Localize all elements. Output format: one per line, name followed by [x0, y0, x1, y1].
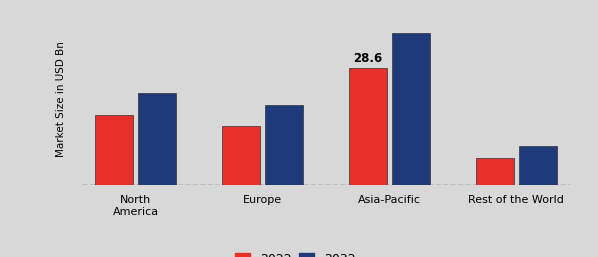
Bar — [95, 115, 133, 185]
Legend: 2022, 2032: 2022, 2032 — [233, 250, 358, 257]
Text: 28.6: 28.6 — [353, 52, 383, 65]
Bar — [392, 33, 430, 185]
Bar — [349, 68, 387, 185]
Bar — [265, 105, 303, 185]
Bar — [519, 146, 557, 185]
Bar — [475, 158, 514, 185]
Bar — [222, 126, 260, 185]
Bar — [138, 93, 176, 185]
Y-axis label: Market Size in USD Bn: Market Size in USD Bn — [56, 41, 66, 157]
